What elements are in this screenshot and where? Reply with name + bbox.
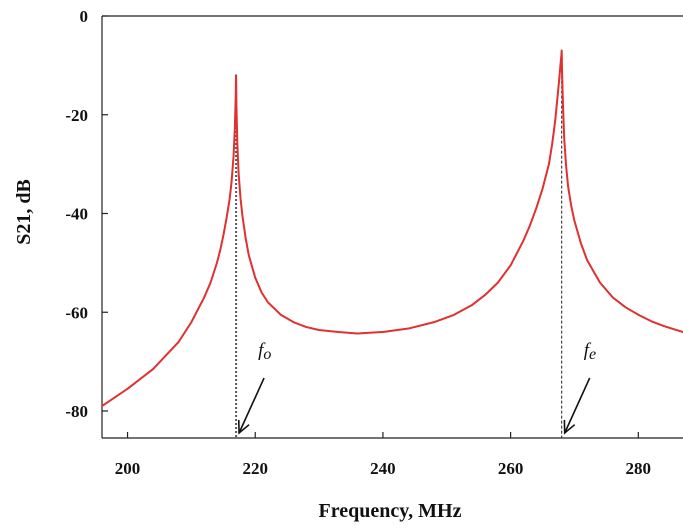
x-tick-label: 280 [626, 459, 652, 478]
annotation-arrow-fo [238, 377, 265, 434]
x-tick-label: 200 [115, 459, 141, 478]
series-layer [101, 49, 683, 408]
x-tick-label: 240 [370, 459, 396, 478]
y-tick-label: -80 [65, 402, 88, 421]
annotations: fo fe [237, 340, 596, 435]
y-axis-ticks: 0 -20 -40 -60 -80 [65, 7, 108, 421]
annotation-arrowhead-fo [237, 419, 250, 435]
x-axis-title: Frequency, MHz [319, 500, 462, 522]
y-tick-label: -40 [65, 205, 88, 224]
x-axis-ticks: 200 220 240 260 280 [115, 432, 651, 478]
y-tick-label: 0 [80, 7, 89, 26]
x-tick-label: 260 [498, 459, 524, 478]
annotation-arrow-fe [563, 377, 591, 434]
annotation-label-fo: fo [258, 340, 271, 363]
annotation-label-fe: fe [584, 340, 596, 363]
resonance-markers [235, 50, 563, 438]
annotation-arrowhead-fe [563, 419, 576, 435]
y-tick-label: -60 [65, 303, 88, 322]
plot-frame [101, 15, 683, 439]
y-tick-label: -20 [65, 106, 88, 125]
x-tick-label: 220 [242, 459, 268, 478]
series-line-0 [101, 49, 683, 408]
y-axis-title: S21, dB [13, 179, 35, 245]
